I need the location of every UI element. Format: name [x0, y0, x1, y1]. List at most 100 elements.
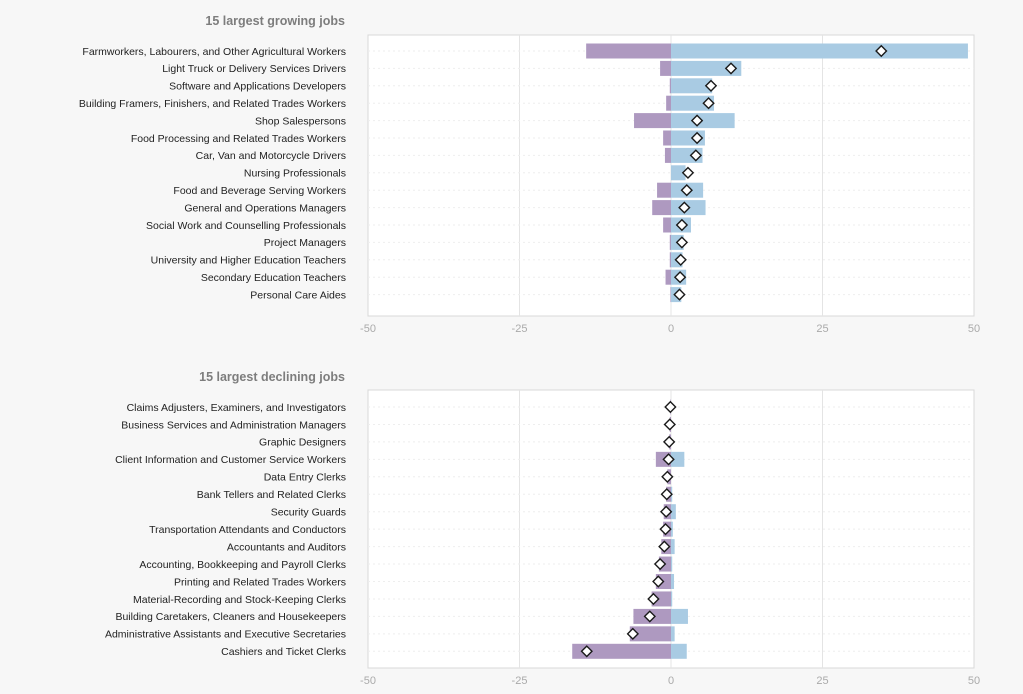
category-label: Nursing Professionals — [244, 168, 346, 180]
decline-bar — [663, 130, 671, 146]
net-change-marker — [626, 627, 640, 641]
growth-bar — [671, 451, 685, 467]
x-tick-label: 0 — [668, 323, 674, 335]
decline-bar — [664, 147, 671, 163]
category-label: Accounting, Bookkeeping and Payroll Cler… — [139, 559, 346, 571]
decline-bar — [665, 269, 671, 285]
net-change-marker — [673, 271, 687, 284]
decline-bar — [666, 95, 671, 111]
net-change-marker — [704, 79, 718, 92]
x-tick-label: 50 — [968, 323, 980, 335]
decline-bar — [669, 234, 671, 250]
category-label: Farmworkers, Labourers, and Other Agricu… — [82, 46, 346, 58]
decline-bar — [586, 43, 671, 59]
net-change-marker — [680, 184, 693, 197]
category-label: Data Entry Clerks — [264, 472, 346, 484]
decline-bar — [651, 591, 671, 607]
growth-bar — [671, 60, 742, 76]
category-label: Material-Recording and Stock-Keeping Cle… — [133, 594, 346, 606]
net-change-marker — [724, 62, 738, 75]
category-label: Graphic Designers — [259, 437, 346, 449]
chart-title: 15 largest growing jobs — [205, 14, 345, 28]
net-change-marker — [875, 44, 888, 58]
category-label: University and Higher Education Teachers — [151, 255, 346, 267]
growth-bar — [671, 43, 968, 59]
net-change-marker — [662, 435, 676, 449]
category-label: Secondary Education Teachers — [201, 272, 346, 284]
growth-bar — [671, 556, 673, 572]
net-change-marker — [664, 400, 677, 414]
net-change-marker — [660, 488, 673, 501]
x-tick-label: 50 — [968, 675, 980, 687]
decline-bar — [572, 643, 671, 659]
net-change-marker — [580, 645, 593, 658]
decline-bar — [669, 78, 671, 94]
decline-bar — [669, 252, 671, 268]
net-change-marker — [662, 453, 675, 466]
category-label: Printing and Related Trades Workers — [174, 576, 346, 588]
growth-bar — [671, 539, 675, 555]
growth-bar — [671, 574, 675, 589]
net-change-marker — [675, 236, 689, 249]
category-label: Shop Salespersons — [255, 115, 346, 127]
category-label: Bank Tellers and Related Clerks — [197, 489, 346, 501]
category-label: Social Work and Counselling Professional… — [146, 220, 346, 232]
decline-bar — [629, 626, 671, 642]
growth-bar — [671, 591, 673, 607]
decline-bar — [670, 287, 671, 303]
category-label: Food Processing and Related Trades Worke… — [131, 133, 346, 145]
decline-bar — [663, 217, 671, 233]
chart-panel-2: 15 largest declining jobs -50 -25 0 25 50 Clai… — [105, 370, 980, 687]
x-tick-label: -25 — [512, 675, 528, 687]
x-tick-label: 0 — [668, 675, 674, 687]
growth-bar — [671, 95, 715, 111]
category-label: Security Guards — [271, 507, 346, 519]
growth-bar — [671, 521, 673, 537]
decline-bar — [660, 60, 671, 76]
growth-bar — [671, 626, 675, 642]
category-label: General and Operations Managers — [184, 202, 346, 214]
growth-bar — [671, 504, 676, 520]
net-change-marker — [675, 218, 689, 232]
x-tick-label: 25 — [816, 323, 828, 335]
net-change-marker — [690, 114, 704, 127]
category-label: Transportation Attendants and Conductors — [149, 524, 346, 536]
net-change-marker — [658, 540, 671, 553]
net-change-marker — [647, 592, 660, 606]
growth-bar — [671, 78, 713, 94]
category-label: Food and Beverage Serving Workers — [173, 185, 346, 197]
category-label: Personal Care Aides — [250, 289, 346, 301]
x-tick-label: -25 — [512, 323, 528, 335]
category-label: Accountants and Auditors — [227, 541, 346, 553]
net-change-marker — [673, 288, 686, 301]
category-label: Business Services and Administration Man… — [121, 419, 346, 431]
category-label: Cashiers and Ticket Clerks — [221, 646, 346, 658]
net-change-marker — [663, 418, 676, 431]
x-tick-label: -50 — [360, 675, 376, 687]
category-label: Building Framers, Finishers, and Related… — [79, 98, 346, 110]
decline-bar — [657, 182, 671, 198]
net-change-marker — [689, 149, 703, 162]
growth-bar — [671, 643, 687, 659]
net-change-marker — [659, 505, 673, 518]
decline-bar — [652, 200, 671, 216]
category-label: Claims Adjusters, Examiners, and Investi… — [127, 402, 346, 414]
category-label: Software and Applications Developers — [169, 81, 346, 93]
growth-bar — [671, 165, 686, 181]
category-label: Administrative Assistants and Executive … — [105, 629, 346, 641]
net-change-marker — [674, 253, 687, 266]
net-change-marker — [659, 522, 672, 536]
x-tick-label: 25 — [816, 675, 828, 687]
growth-bar — [671, 608, 688, 624]
net-change-marker — [678, 201, 691, 214]
category-label: Project Managers — [264, 237, 346, 249]
net-change-marker — [690, 131, 704, 145]
net-change-marker — [702, 97, 715, 110]
net-change-marker — [653, 557, 667, 571]
category-label: Building Caretakers, Cleaners and Housek… — [115, 611, 346, 623]
chart-title: 15 largest declining jobs — [199, 370, 345, 384]
net-change-marker — [652, 575, 665, 588]
chart-panel-1: 15 largest growing jobs -50 -25 0 25 50 Farmwo… — [79, 14, 980, 335]
decline-bar — [634, 113, 671, 129]
